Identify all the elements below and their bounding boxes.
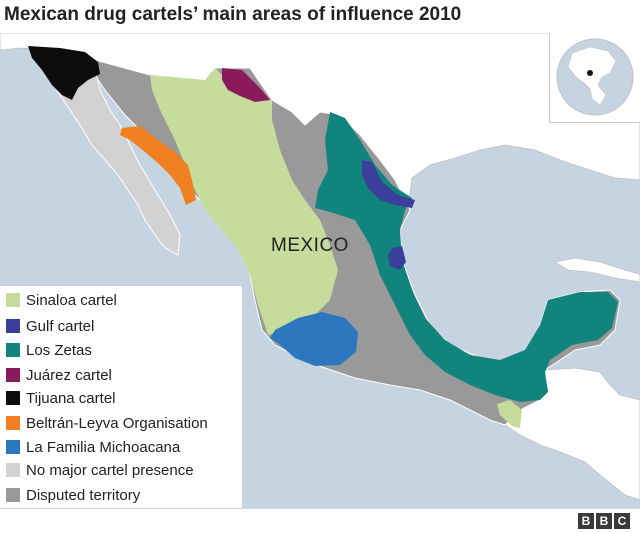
legend-swatch bbox=[6, 440, 20, 454]
locator-inset bbox=[549, 33, 640, 123]
caribbean-land bbox=[553, 257, 640, 283]
globe-icon bbox=[556, 38, 634, 116]
legend-swatch bbox=[6, 391, 20, 405]
legend-label: Sinaloa cartel bbox=[26, 291, 117, 309]
bbc-logo: B B C bbox=[578, 513, 630, 529]
legend-swatch bbox=[6, 319, 20, 333]
legend-item-none: No major cartel presence bbox=[6, 460, 194, 480]
legend-item-gulf: Gulf cartel bbox=[6, 316, 94, 336]
legend-label: Tijuana cartel bbox=[26, 389, 116, 407]
tijuana-region bbox=[28, 46, 100, 100]
legend-swatch bbox=[6, 293, 20, 307]
legend-label: La Familia Michoacana bbox=[26, 438, 181, 456]
legend: Sinaloa cartel Gulf cartel Los Zetas Juá… bbox=[0, 286, 242, 508]
sinaloa-region bbox=[150, 68, 338, 335]
legend-label: Beltrán-Leyva Organisation bbox=[26, 414, 208, 432]
gulf-region-2 bbox=[388, 246, 406, 270]
map-title: Mexican drug cartels’ main areas of infl… bbox=[4, 4, 462, 25]
legend-item-disputed: Disputed territory bbox=[6, 485, 140, 505]
legend-item-juarez: Juárez cartel bbox=[6, 365, 112, 385]
legend-item-sinaloa: Sinaloa cartel bbox=[6, 290, 117, 310]
zetas-region bbox=[315, 112, 618, 402]
gulf-region bbox=[362, 160, 415, 208]
juarez-region bbox=[222, 68, 270, 102]
legend-item-zetas: Los Zetas bbox=[6, 340, 92, 360]
legend-label: Los Zetas bbox=[26, 341, 92, 359]
legend-label: Gulf cartel bbox=[26, 317, 95, 335]
legend-item-beltran-leyva: Beltrán-Leyva Organisation bbox=[6, 413, 208, 433]
legend-item-tijuana: Tijuana cartel bbox=[6, 388, 116, 408]
legend-swatch bbox=[6, 416, 20, 430]
legend-swatch bbox=[6, 368, 20, 382]
sinaloa-region-south bbox=[497, 400, 522, 428]
bbc-logo-letter: C bbox=[614, 513, 630, 529]
bbc-logo-letter: B bbox=[596, 513, 612, 529]
legend-label: No major cartel presence bbox=[26, 461, 194, 479]
country-label: MEXICO bbox=[271, 235, 349, 256]
footer-divider bbox=[0, 508, 640, 509]
legend-swatch bbox=[6, 463, 20, 477]
legend-swatch bbox=[6, 343, 20, 357]
baja-california bbox=[39, 59, 181, 256]
legend-label: Disputed territory bbox=[26, 486, 141, 504]
familia-region bbox=[270, 312, 358, 366]
legend-label: Juárez cartel bbox=[26, 366, 112, 384]
bbc-logo-letter: B bbox=[578, 513, 594, 529]
legend-item-familia: La Familia Michoacana bbox=[6, 437, 180, 457]
beltran-leyva-region bbox=[120, 126, 196, 205]
legend-swatch bbox=[6, 488, 20, 502]
